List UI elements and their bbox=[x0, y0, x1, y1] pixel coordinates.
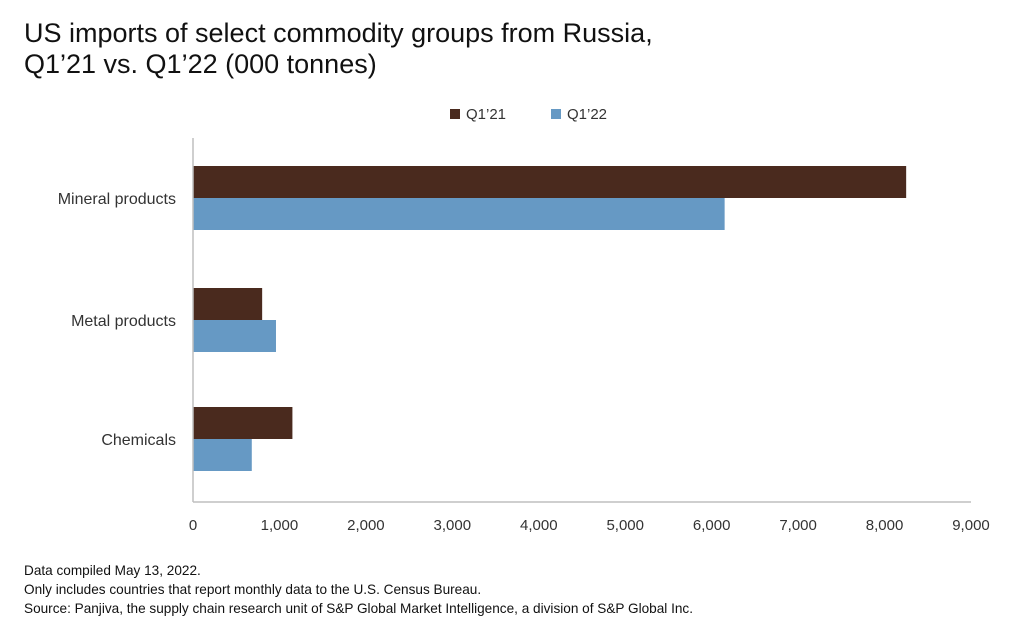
legend: Q1’21 Q1’22 bbox=[450, 106, 607, 123]
x-tick-label: 7,000 bbox=[779, 517, 817, 534]
bar-metal-products-q1-22 bbox=[193, 320, 276, 352]
category-label: Chemicals bbox=[101, 432, 176, 449]
x-tick-label: 0 bbox=[189, 517, 197, 534]
footnote-date: Data compiled May 13, 2022. bbox=[24, 563, 201, 578]
x-tick-labels: 0 1,000 2,000 3,000 4,000 5,000 6,000 7,000 8,00… bbox=[189, 517, 990, 534]
bar-chart: Q1’21 Q1’22 Mineral products Metal product… bbox=[58, 106, 990, 534]
chart-title-line-2: Q1’21 vs. Q1’22 (000 tonnes) bbox=[24, 49, 377, 79]
x-tick-label: 4,000 bbox=[520, 517, 558, 534]
footnote-source: Source: Panjiva, the supply chain resear… bbox=[24, 601, 693, 616]
footnote-coverage: Only includes countries that report mont… bbox=[24, 582, 482, 597]
chart-title: US imports of select commodity groups fr… bbox=[24, 18, 784, 80]
chart-title-line-1: US imports of select commodity groups fr… bbox=[24, 18, 653, 48]
legend-swatch-q1-22 bbox=[551, 109, 561, 119]
x-tick-label: 1,000 bbox=[261, 517, 299, 534]
x-tick-label: 2,000 bbox=[347, 517, 385, 534]
category-label: Metal products bbox=[71, 313, 176, 330]
legend-swatch-q1-21 bbox=[450, 109, 460, 119]
footnotes: Data compiled May 13, 2022. Only include… bbox=[24, 561, 693, 618]
legend-label-q1-21: Q1’21 bbox=[466, 106, 506, 123]
bar-mineral-products-q1-22 bbox=[193, 198, 725, 230]
legend-label-q1-22: Q1’22 bbox=[567, 106, 607, 123]
x-tick-label: 3,000 bbox=[434, 517, 472, 534]
bar-group bbox=[193, 166, 907, 471]
category-label: Mineral products bbox=[58, 191, 176, 208]
bar-mineral-products-q1-21 bbox=[193, 166, 907, 198]
x-tick-label: 5,000 bbox=[606, 517, 644, 534]
bar-metal-products-q1-21 bbox=[193, 288, 263, 320]
x-tick-label: 8,000 bbox=[866, 517, 904, 534]
axes bbox=[192, 138, 971, 503]
x-tick-label: 6,000 bbox=[693, 517, 731, 534]
bar-chemicals-q1-21 bbox=[193, 407, 293, 439]
category-labels: Mineral products Metal products Chemicals bbox=[58, 191, 176, 449]
bar-chemicals-q1-22 bbox=[193, 439, 252, 471]
x-tick-label: 9,000 bbox=[952, 517, 990, 534]
